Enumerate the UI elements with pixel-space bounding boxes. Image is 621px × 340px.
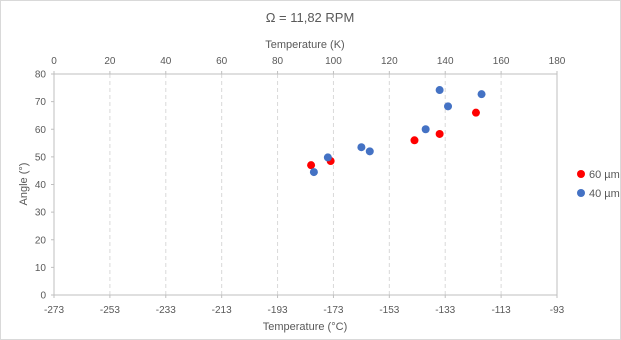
y-tick-label: 40: [35, 180, 47, 191]
x-top-tick-label: 120: [381, 56, 398, 67]
x-top-tick-label: 60: [216, 56, 228, 67]
x-bottom-tick-label: -233: [156, 305, 176, 316]
y-axis-title: Angle (°): [18, 163, 30, 206]
x-top-tick-label: 80: [272, 56, 284, 67]
x-top-axis-title: Temperature (K): [265, 39, 344, 51]
x-bottom-tick-label: -153: [379, 305, 399, 316]
legend: 60 µm 40 µm: [577, 169, 620, 200]
y-tick-label: 70: [35, 97, 47, 108]
y-tick-label: 50: [35, 152, 47, 163]
data-point-series-2: [477, 90, 486, 99]
tick-labels: 0 20 40 60 80 100 120 140 160 180-273 -253 -233 -213…: [35, 56, 566, 316]
chart-title: Ω = 11,82 RPM: [266, 10, 355, 25]
data-points: [307, 86, 486, 177]
x-top-tick-label: 180: [549, 56, 566, 67]
x-top-tick-label: 20: [104, 56, 116, 67]
y-tick-label: 20: [35, 235, 47, 246]
legend-marker-series-1: [577, 170, 585, 178]
axes: [53, 73, 558, 296]
data-point-series-2: [365, 147, 374, 156]
grid-lines: [109, 74, 502, 295]
data-point-series-1: [410, 136, 419, 145]
x-top-tick-label: 160: [493, 56, 510, 67]
x-bottom-tick-label: -113: [491, 305, 511, 316]
y-tick-label: 60: [35, 125, 47, 136]
x-top-tick-label: 140: [437, 56, 454, 67]
y-tick-label: 10: [35, 263, 47, 274]
x-bottom-tick-label: -133: [435, 305, 455, 316]
data-point-series-2: [444, 102, 453, 111]
x-bottom-tick-label: -273: [44, 305, 64, 316]
x-bottom-tick-label: -253: [100, 305, 120, 316]
data-point-series-2: [309, 168, 318, 177]
data-point-series-1: [307, 161, 316, 170]
data-point-series-1: [435, 129, 444, 138]
legend-label-series-1: 60 µm: [589, 169, 620, 181]
x-bottom-tick-label: -173: [323, 305, 343, 316]
legend-label-series-2: 40 µm: [589, 188, 620, 200]
y-tick-label: 0: [40, 291, 46, 302]
data-point-series-2: [323, 153, 332, 162]
x-bottom-tick-label: -213: [212, 305, 232, 316]
x-top-tick-label: 100: [325, 56, 342, 67]
x-top-tick-label: 40: [160, 56, 172, 67]
data-point-series-2: [435, 86, 444, 95]
data-point-series-2: [421, 125, 430, 134]
data-point-series-1: [471, 108, 480, 117]
y-tick-label: 30: [35, 208, 47, 219]
x-bottom-tick-label: -193: [268, 305, 288, 316]
data-point-series-2: [357, 143, 366, 152]
x-bottom-axis-title: Temperature (°C): [263, 321, 347, 333]
legend-marker-series-2: [577, 189, 585, 197]
x-top-tick-label: 0: [51, 56, 57, 67]
x-bottom-tick-label: -93: [550, 305, 565, 316]
y-tick-label: 80: [35, 70, 47, 81]
